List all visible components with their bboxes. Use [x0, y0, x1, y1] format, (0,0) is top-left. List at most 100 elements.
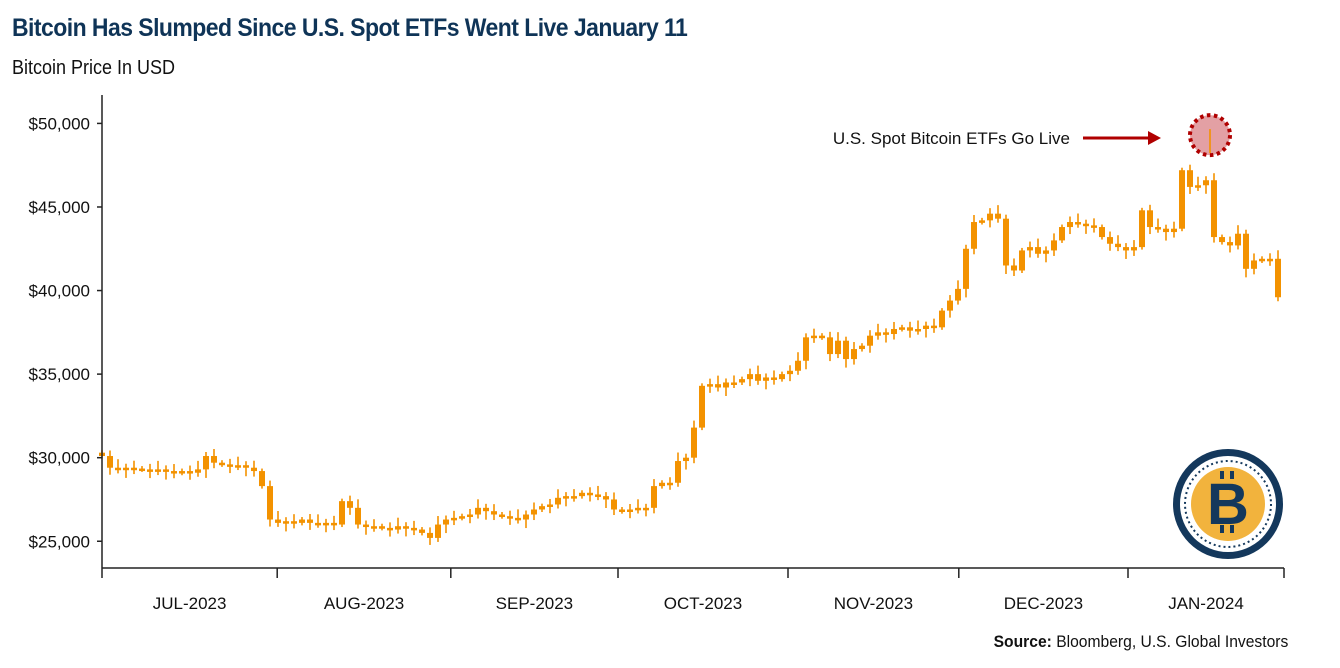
candle-body: [1235, 233, 1241, 246]
candle-body: [507, 516, 513, 519]
candle-body: [547, 504, 553, 507]
candle-body: [451, 517, 457, 521]
annotation-label: U.S. Spot Bitcoin ETFs Go Live: [833, 129, 1070, 148]
candle-body: [1187, 170, 1193, 187]
candle-body: [323, 522, 329, 526]
bitcoin-icon-stroke: [1220, 471, 1224, 479]
candle-body: [291, 521, 297, 524]
candle-body: [283, 521, 289, 524]
logo-dots: [1184, 460, 1272, 548]
candle-body: [739, 379, 745, 383]
candle-body: [1027, 247, 1033, 251]
x-tick-label: OCT-2023: [664, 594, 742, 613]
candle-body: [235, 465, 241, 468]
candle-body: [179, 471, 185, 474]
y-tick-label: $40,000: [29, 282, 90, 301]
source-text: Bloomberg, U.S. Global Investors: [1051, 632, 1288, 651]
candle-body: [1083, 223, 1089, 227]
candle-body: [859, 345, 865, 350]
candle-body: [891, 328, 897, 335]
etf-annotation: U.S. Spot Bitcoin ETFs Go Live: [833, 113, 1232, 158]
candle-body: [659, 482, 665, 487]
axes: $25,000 $30,000 $35,000 $40,000 $45,000 $50,0…: [29, 95, 1285, 613]
candle-body: [939, 310, 945, 328]
x-tick-label: SEP-2023: [496, 594, 574, 613]
candle-body: [219, 462, 225, 466]
bitcoin-icon-stroke: [1230, 525, 1234, 533]
logo-gold-center: [1191, 467, 1265, 541]
x-tick-label: AUG-2023: [324, 594, 404, 613]
candle-body: [963, 248, 969, 289]
candle-body: [715, 384, 721, 388]
candle-body: [875, 332, 881, 336]
candle-body: [1171, 228, 1177, 233]
candle-body: [171, 471, 177, 474]
x-tick-label: JUL-2023: [153, 594, 227, 613]
x-tick-label: DEC-2023: [1004, 594, 1083, 613]
candle-body: [275, 519, 281, 523]
chart-subtitle: Bitcoin Price In USD: [12, 57, 176, 79]
candle-body: [811, 335, 817, 339]
candle-body: [627, 509, 633, 513]
candle-body: [379, 526, 385, 529]
y-tick-label: $45,000: [29, 198, 90, 217]
candle-body: [763, 377, 769, 381]
candle-body: [315, 522, 321, 526]
candle-body: [883, 332, 889, 335]
candle-body: [211, 456, 217, 463]
candle-body: [1043, 250, 1049, 254]
candle-body: [843, 340, 849, 360]
candle-body: [1123, 247, 1129, 251]
candle-body: [459, 516, 465, 519]
y-tick-label: $50,000: [29, 114, 90, 133]
candle-body: [787, 370, 793, 375]
candles: [99, 164, 1281, 545]
candle-body: [555, 497, 561, 505]
candle-body: [851, 349, 857, 360]
candle-body: [675, 461, 681, 483]
candle-body: [643, 507, 649, 511]
candle-body: [427, 532, 433, 538]
candle-body: [987, 213, 993, 221]
candle-body: [347, 501, 353, 508]
bitcoin-icon-stroke: [1220, 525, 1224, 533]
candle-body: [531, 509, 537, 515]
candle-body: [371, 526, 377, 529]
x-tick-label: NOV-2023: [834, 594, 913, 613]
y-tick-label: $30,000: [29, 449, 90, 468]
candle-body: [1115, 243, 1121, 248]
candle-body: [571, 496, 577, 499]
candle-body: [587, 492, 593, 496]
candle-body: [803, 337, 809, 361]
candle-body: [1195, 185, 1201, 188]
candle-body: [403, 526, 409, 529]
candle-body: [1203, 180, 1209, 186]
candle-body: [107, 456, 113, 468]
candle-body: [363, 524, 369, 528]
candle-body: [483, 507, 489, 512]
candle-body: [1019, 250, 1025, 271]
bitcoin-icon: B: [1207, 472, 1249, 537]
candle-body: [619, 509, 625, 513]
candle-body: [931, 325, 937, 329]
candle-body: [411, 527, 417, 531]
candle-body: [539, 506, 545, 510]
candle-body: [1091, 225, 1097, 228]
candle-body: [651, 486, 657, 508]
candle-body: [355, 507, 361, 525]
candle-body: [299, 519, 305, 523]
candle-body: [1099, 227, 1105, 238]
source-label: Source:: [993, 632, 1052, 651]
candle-body: [123, 467, 129, 471]
candle-body: [971, 222, 977, 249]
candle-body: [683, 457, 689, 462]
candle-body: [499, 514, 505, 518]
candle-body: [259, 471, 265, 487]
candle-body: [139, 468, 145, 472]
candle-body: [187, 471, 193, 474]
candle-body: [195, 469, 201, 473]
candle-body: [267, 486, 273, 520]
candle-body: [1067, 222, 1073, 228]
candle-body: [115, 467, 121, 471]
